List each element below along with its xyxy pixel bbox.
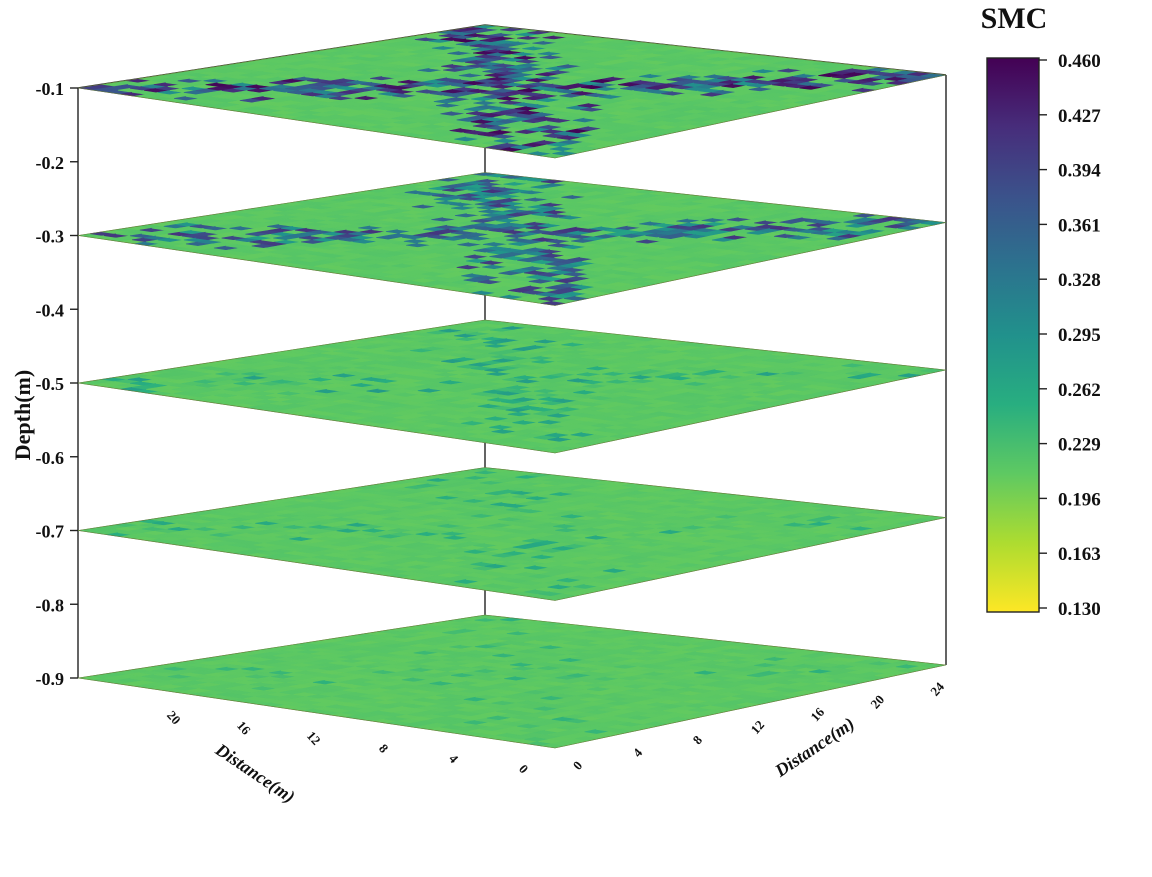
depth-slices: [77, 24, 947, 749]
slice--0.1: [77, 24, 947, 159]
slice--0.5: [77, 319, 947, 454]
slice--0.7: [77, 467, 947, 601]
slice-outline: [77, 24, 947, 159]
slice--0.9: [77, 614, 947, 749]
slice--0.3: [77, 172, 947, 306]
